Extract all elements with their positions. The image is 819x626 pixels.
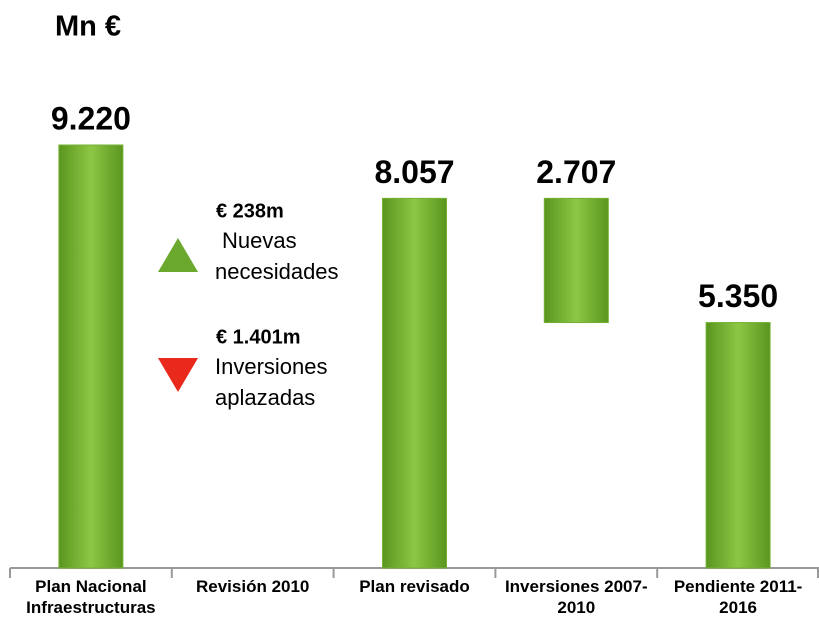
data-label: 8.057 <box>374 154 454 190</box>
annotation-text: Inversiones <box>215 354 328 379</box>
annotation-arrow <box>158 238 198 272</box>
x-tick-label: Plan revisado <box>359 577 470 596</box>
bar <box>382 197 447 569</box>
annotation-text: necesidades <box>215 259 339 284</box>
annotation-arrow <box>158 358 198 392</box>
data-label: 2.707 <box>536 154 616 190</box>
data-label: 5.350 <box>698 278 778 314</box>
x-tick-label: Plan Nacional Infraestructuras <box>26 577 156 617</box>
x-tick-label: Revisión 2010 <box>195 577 310 596</box>
bar <box>705 322 771 569</box>
x-tick-label: Pendiente 2011-2016 <box>673 577 803 617</box>
annotation-amount: € 238m <box>216 200 284 222</box>
x-tick-label: Inversiones 2007-2010 <box>504 577 648 617</box>
annotation-amount: € 1.401m <box>216 326 301 348</box>
data-label: 9.220 <box>51 100 131 136</box>
chart-title: Mn € <box>55 11 121 43</box>
bar <box>543 197 609 324</box>
bar <box>58 144 124 569</box>
annotation-text: aplazadas <box>215 385 315 410</box>
annotation-text: Nuevas <box>222 228 297 253</box>
